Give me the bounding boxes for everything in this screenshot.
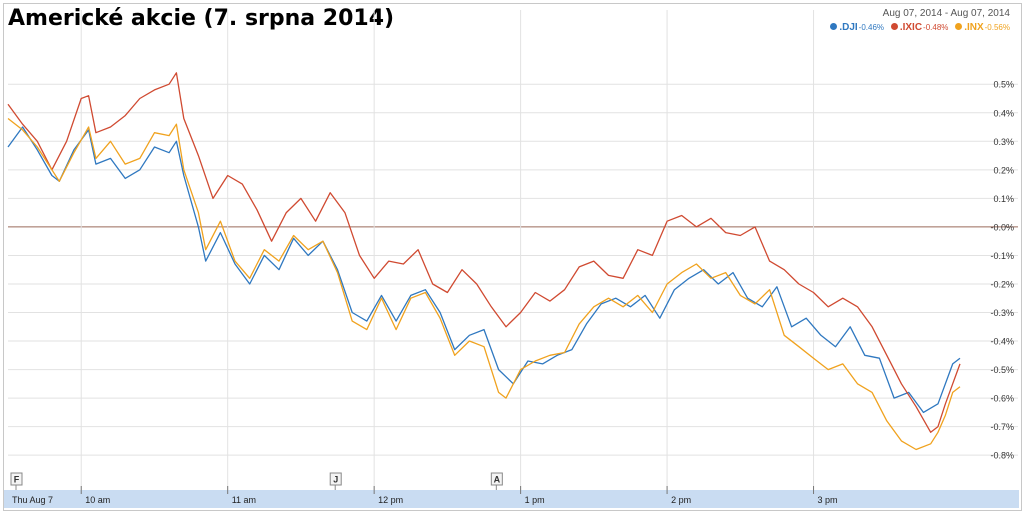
y-tick-label: -0.3% bbox=[990, 308, 1014, 318]
legend-item-ixic[interactable]: .IXIC-0.48% bbox=[890, 22, 951, 33]
x-tick-label: 1 pm bbox=[525, 495, 545, 505]
legend-symbol-ixic: .IXIC bbox=[899, 22, 923, 33]
y-tick-label: 0.1% bbox=[993, 194, 1014, 204]
y-tick-label: -0.0% bbox=[990, 222, 1014, 232]
legend-dot-dji-icon bbox=[830, 23, 838, 30]
chart-frame bbox=[3, 3, 1022, 511]
y-tick-label: -0.1% bbox=[990, 251, 1014, 261]
legend-change-dji: -0.46% bbox=[858, 23, 885, 32]
legend-dot-ixic-icon bbox=[890, 23, 898, 30]
news-flag-label: F bbox=[14, 475, 20, 485]
legend-symbol-dji: .DJI bbox=[839, 22, 858, 33]
legend-item-dji[interactable]: .DJI-0.46% bbox=[830, 22, 886, 33]
legend-symbol-inx: .INX bbox=[964, 22, 984, 33]
news-flag-f bbox=[10, 472, 23, 486]
date-range: Aug 07, 2014 - Aug 07, 2014 bbox=[882, 8, 1010, 19]
x-tick-label: 3 pm bbox=[818, 495, 838, 505]
x-tick-label: 12 pm bbox=[378, 495, 403, 505]
y-tick-label: -0.4% bbox=[990, 337, 1014, 347]
y-tick-label: 0.4% bbox=[993, 108, 1014, 118]
time-axis-band bbox=[4, 490, 1019, 508]
y-tick-label: -0.6% bbox=[990, 394, 1014, 404]
y-tick-label: 0.3% bbox=[993, 137, 1014, 147]
x-tick-label: 11 am bbox=[232, 495, 256, 505]
news-flag-j bbox=[329, 472, 342, 486]
page-title: Americké akcie (7. srpna 2014) bbox=[8, 6, 395, 31]
y-tick-label: -0.5% bbox=[990, 365, 1014, 375]
legend-change-inx: -0.56% bbox=[984, 23, 1010, 32]
series-line-ixic bbox=[7, 72, 961, 433]
news-flag-a bbox=[490, 472, 503, 486]
chart-legend: .DJI-0.46% .IXIC-0.48% .INX-0.56% bbox=[826, 22, 1010, 33]
news-flag-label: A bbox=[494, 475, 501, 485]
y-tick-label: -0.7% bbox=[990, 422, 1014, 432]
series-line-inx bbox=[7, 117, 961, 451]
legend-dot-inx-icon bbox=[955, 23, 963, 30]
legend-item-inx[interactable]: .INX-0.56% bbox=[955, 22, 1010, 33]
y-tick-label: 0.2% bbox=[993, 165, 1014, 175]
legend-change-ixic: -0.48% bbox=[923, 23, 949, 32]
x-tick-label: 10 am bbox=[85, 495, 110, 505]
y-tick-label: -0.8% bbox=[990, 451, 1014, 461]
series-line-dji bbox=[7, 126, 961, 414]
x-tick-label: 2 pm bbox=[671, 495, 691, 505]
news-flag-label: J bbox=[333, 475, 338, 485]
x-tick-label: Thu Aug 7 bbox=[12, 495, 53, 505]
y-tick-label: 0.5% bbox=[993, 80, 1014, 90]
y-tick-label: -0.2% bbox=[990, 279, 1014, 289]
